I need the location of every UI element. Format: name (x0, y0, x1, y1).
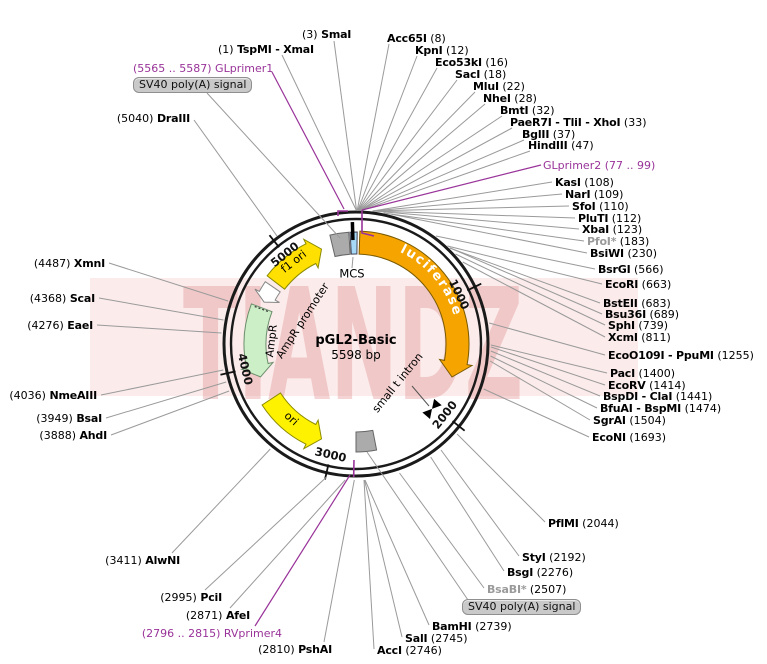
feature-ori-arrow (261, 392, 323, 450)
callout-line (360, 127, 513, 211)
callout-line (323, 479, 355, 643)
callout-line (363, 479, 375, 650)
feature-ampr-arrow (240, 303, 275, 378)
primer-callout-line (254, 474, 351, 627)
callout-line (372, 205, 570, 212)
callout-line (364, 479, 403, 638)
callout-line (455, 253, 606, 326)
callout-line (358, 91, 476, 211)
feature-ampr-promoter-arrow (254, 281, 281, 303)
tick-mark (324, 464, 330, 480)
glprimer1-mark (337, 210, 348, 216)
callout-line (390, 213, 588, 254)
signal-callout-line (366, 451, 469, 601)
callout-line (281, 54, 357, 211)
callout-line (456, 433, 546, 523)
callout-line (204, 476, 327, 591)
callout-line (374, 210, 580, 230)
signal-callout-line (206, 92, 341, 239)
backbone-outer-ring (222, 210, 490, 478)
feature-luciferase-arrow (358, 230, 474, 378)
callout-line (100, 369, 224, 396)
plasmid-name: pGL2-Basic (315, 333, 397, 348)
callout-line (490, 350, 601, 397)
callout-line (489, 360, 591, 421)
callout-line (362, 150, 531, 211)
feature-f1-ori-arrow (266, 238, 323, 290)
callout-line (399, 472, 485, 589)
tick-label: 4000 (235, 352, 256, 386)
callout-line (372, 210, 576, 219)
callout-line (462, 261, 606, 338)
small-t-intron-mark (422, 398, 442, 419)
callout-line (356, 43, 390, 211)
callout-line (98, 297, 224, 321)
callout-line (229, 479, 346, 609)
callout-line (489, 322, 606, 356)
feature-label-ampr: AmpR (263, 323, 280, 358)
position-zero-tick (350, 222, 355, 241)
small-t-intron-pointer (411, 385, 430, 407)
callout-line (450, 247, 603, 315)
primer-callout-line (361, 164, 542, 211)
callout-line (359, 103, 486, 211)
callout-line (430, 456, 505, 572)
plasmid-size: 5598 bp (331, 348, 381, 362)
feature-label-mcs: MCS (339, 267, 364, 281)
callout-line (372, 193, 563, 212)
callout-line (440, 449, 520, 557)
callout-line (358, 79, 458, 211)
callout-line (108, 262, 229, 302)
glprimer2-mark (361, 209, 375, 237)
callout-line (357, 67, 438, 211)
mcs-pointer (351, 256, 354, 269)
callout-line (193, 119, 278, 237)
primer-callout-line (271, 71, 345, 210)
feature-sv40-polya-signal-top (329, 231, 351, 258)
callout-line (357, 55, 418, 211)
callout-line (435, 235, 596, 270)
callout-line (96, 324, 222, 334)
callout-line (490, 355, 598, 409)
tick-mark (220, 370, 236, 376)
tick-mark (268, 234, 280, 248)
callout-line (360, 115, 503, 211)
plasmid-title: pGL2-Basic 5598 bp (286, 333, 426, 362)
callout-line (171, 448, 271, 554)
callout-line (372, 181, 553, 212)
callout-line (333, 40, 357, 211)
callout-line (105, 381, 227, 419)
callout-line (364, 479, 430, 626)
feature-sv40-polya-signal-bottom (355, 429, 378, 453)
callout-line (447, 245, 603, 285)
tick-mark (466, 282, 482, 292)
tick-mark (451, 420, 466, 432)
callout-line (490, 344, 608, 374)
callout-line (483, 388, 590, 438)
callout-line (110, 390, 230, 436)
callout-line (449, 247, 601, 304)
callout-line (361, 139, 525, 211)
callout-line (490, 346, 606, 386)
backbone-inner-ring (229, 217, 483, 471)
callout-line (383, 212, 585, 242)
tick-label: 3000 (313, 444, 347, 465)
